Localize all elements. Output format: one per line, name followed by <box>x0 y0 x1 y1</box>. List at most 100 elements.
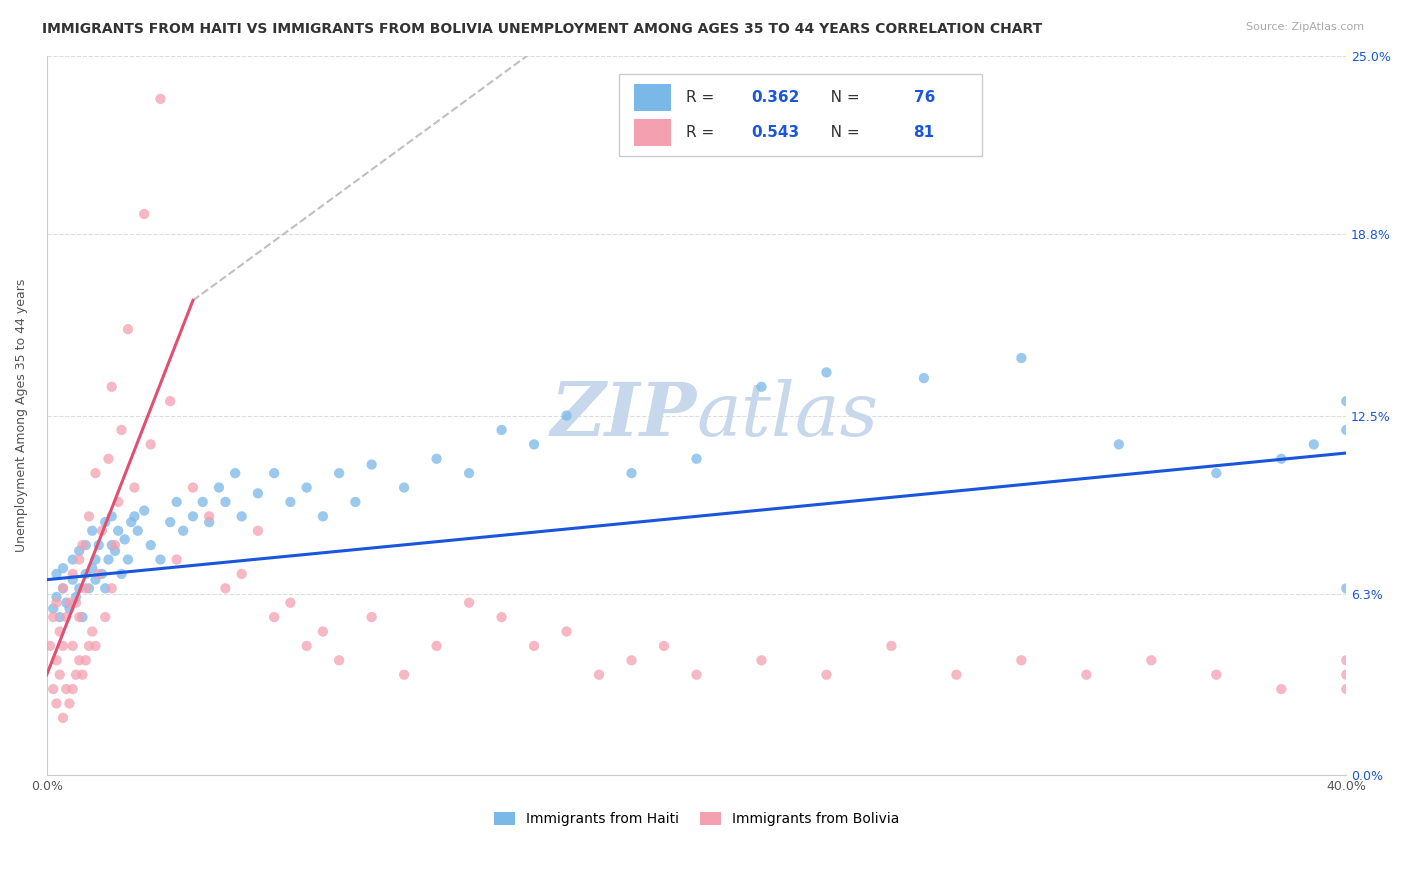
Point <box>620 466 643 480</box>
Point <box>1205 466 1227 480</box>
Point <box>555 409 578 423</box>
Point <box>55 682 77 697</box>
Point <box>100 380 122 394</box>
Point <box>52 711 75 725</box>
Point <box>426 639 449 653</box>
Point <box>100 538 122 552</box>
Point <box>139 437 162 451</box>
Point <box>1336 653 1358 667</box>
Point <box>280 596 302 610</box>
Point <box>87 566 110 581</box>
Point <box>181 509 204 524</box>
Point <box>117 322 139 336</box>
Point <box>208 481 231 495</box>
FancyBboxPatch shape <box>619 74 983 156</box>
Point <box>104 544 127 558</box>
Point <box>1010 351 1032 365</box>
Point <box>87 538 110 552</box>
Point <box>312 624 335 639</box>
Point <box>117 552 139 566</box>
Point <box>491 610 513 624</box>
Point <box>912 371 935 385</box>
Point <box>77 582 100 596</box>
Point <box>110 423 132 437</box>
Point <box>214 495 236 509</box>
Point <box>91 566 114 581</box>
Text: 81: 81 <box>914 125 935 140</box>
Text: N =: N = <box>815 90 865 105</box>
Y-axis label: Unemployment Among Ages 35 to 44 years: Unemployment Among Ages 35 to 44 years <box>15 279 28 552</box>
Point <box>246 486 269 500</box>
Text: atlas: atlas <box>696 379 879 452</box>
Point <box>58 601 80 615</box>
Point <box>134 503 156 517</box>
Point <box>62 566 84 581</box>
Point <box>45 653 67 667</box>
Point <box>45 590 67 604</box>
Point <box>75 566 97 581</box>
Point <box>58 596 80 610</box>
Point <box>82 624 104 639</box>
Point <box>620 653 643 667</box>
Text: R =: R = <box>686 90 720 105</box>
Point <box>523 437 546 451</box>
Point <box>1336 423 1358 437</box>
Point <box>328 466 350 480</box>
Point <box>149 92 172 106</box>
Point <box>166 552 188 566</box>
Point <box>52 639 75 653</box>
Point <box>62 682 84 697</box>
Point <box>75 538 97 552</box>
FancyBboxPatch shape <box>634 119 671 146</box>
Point <box>45 566 67 581</box>
Point <box>1205 667 1227 681</box>
Text: 76: 76 <box>914 90 935 105</box>
Point <box>344 495 367 509</box>
Point <box>94 610 117 624</box>
Point <box>67 552 90 566</box>
Point <box>1108 437 1130 451</box>
Point <box>77 639 100 653</box>
Point <box>166 495 188 509</box>
Point <box>62 639 84 653</box>
Point <box>82 524 104 538</box>
Point <box>751 653 773 667</box>
Point <box>685 451 707 466</box>
Point <box>67 653 90 667</box>
Point <box>280 495 302 509</box>
Point <box>120 515 142 529</box>
Point <box>172 524 194 538</box>
Point <box>52 582 75 596</box>
Point <box>224 466 246 480</box>
Point <box>880 639 903 653</box>
Point <box>75 582 97 596</box>
Point <box>62 552 84 566</box>
Point <box>100 509 122 524</box>
Point <box>1302 437 1324 451</box>
Point <box>360 458 382 472</box>
Point <box>104 538 127 552</box>
Point <box>1336 682 1358 697</box>
Text: IMMIGRANTS FROM HAITI VS IMMIGRANTS FROM BOLIVIA UNEMPLOYMENT AMONG AGES 35 TO 4: IMMIGRANTS FROM HAITI VS IMMIGRANTS FROM… <box>42 22 1042 37</box>
Point <box>945 667 967 681</box>
Text: ZIP: ZIP <box>550 379 696 452</box>
Point <box>45 596 67 610</box>
Point <box>84 573 107 587</box>
Point <box>1270 451 1292 466</box>
Point <box>134 207 156 221</box>
Point <box>84 552 107 566</box>
Point <box>263 610 285 624</box>
Point <box>159 394 181 409</box>
Text: Source: ZipAtlas.com: Source: ZipAtlas.com <box>1246 22 1364 32</box>
Point <box>685 667 707 681</box>
Point <box>114 533 136 547</box>
Point <box>523 639 546 653</box>
Point <box>107 524 129 538</box>
Point <box>58 697 80 711</box>
Point <box>191 495 214 509</box>
Point <box>124 481 146 495</box>
Point <box>214 582 236 596</box>
Point <box>231 509 253 524</box>
Legend: Immigrants from Haiti, Immigrants from Bolivia: Immigrants from Haiti, Immigrants from B… <box>494 812 898 826</box>
Point <box>312 509 335 524</box>
